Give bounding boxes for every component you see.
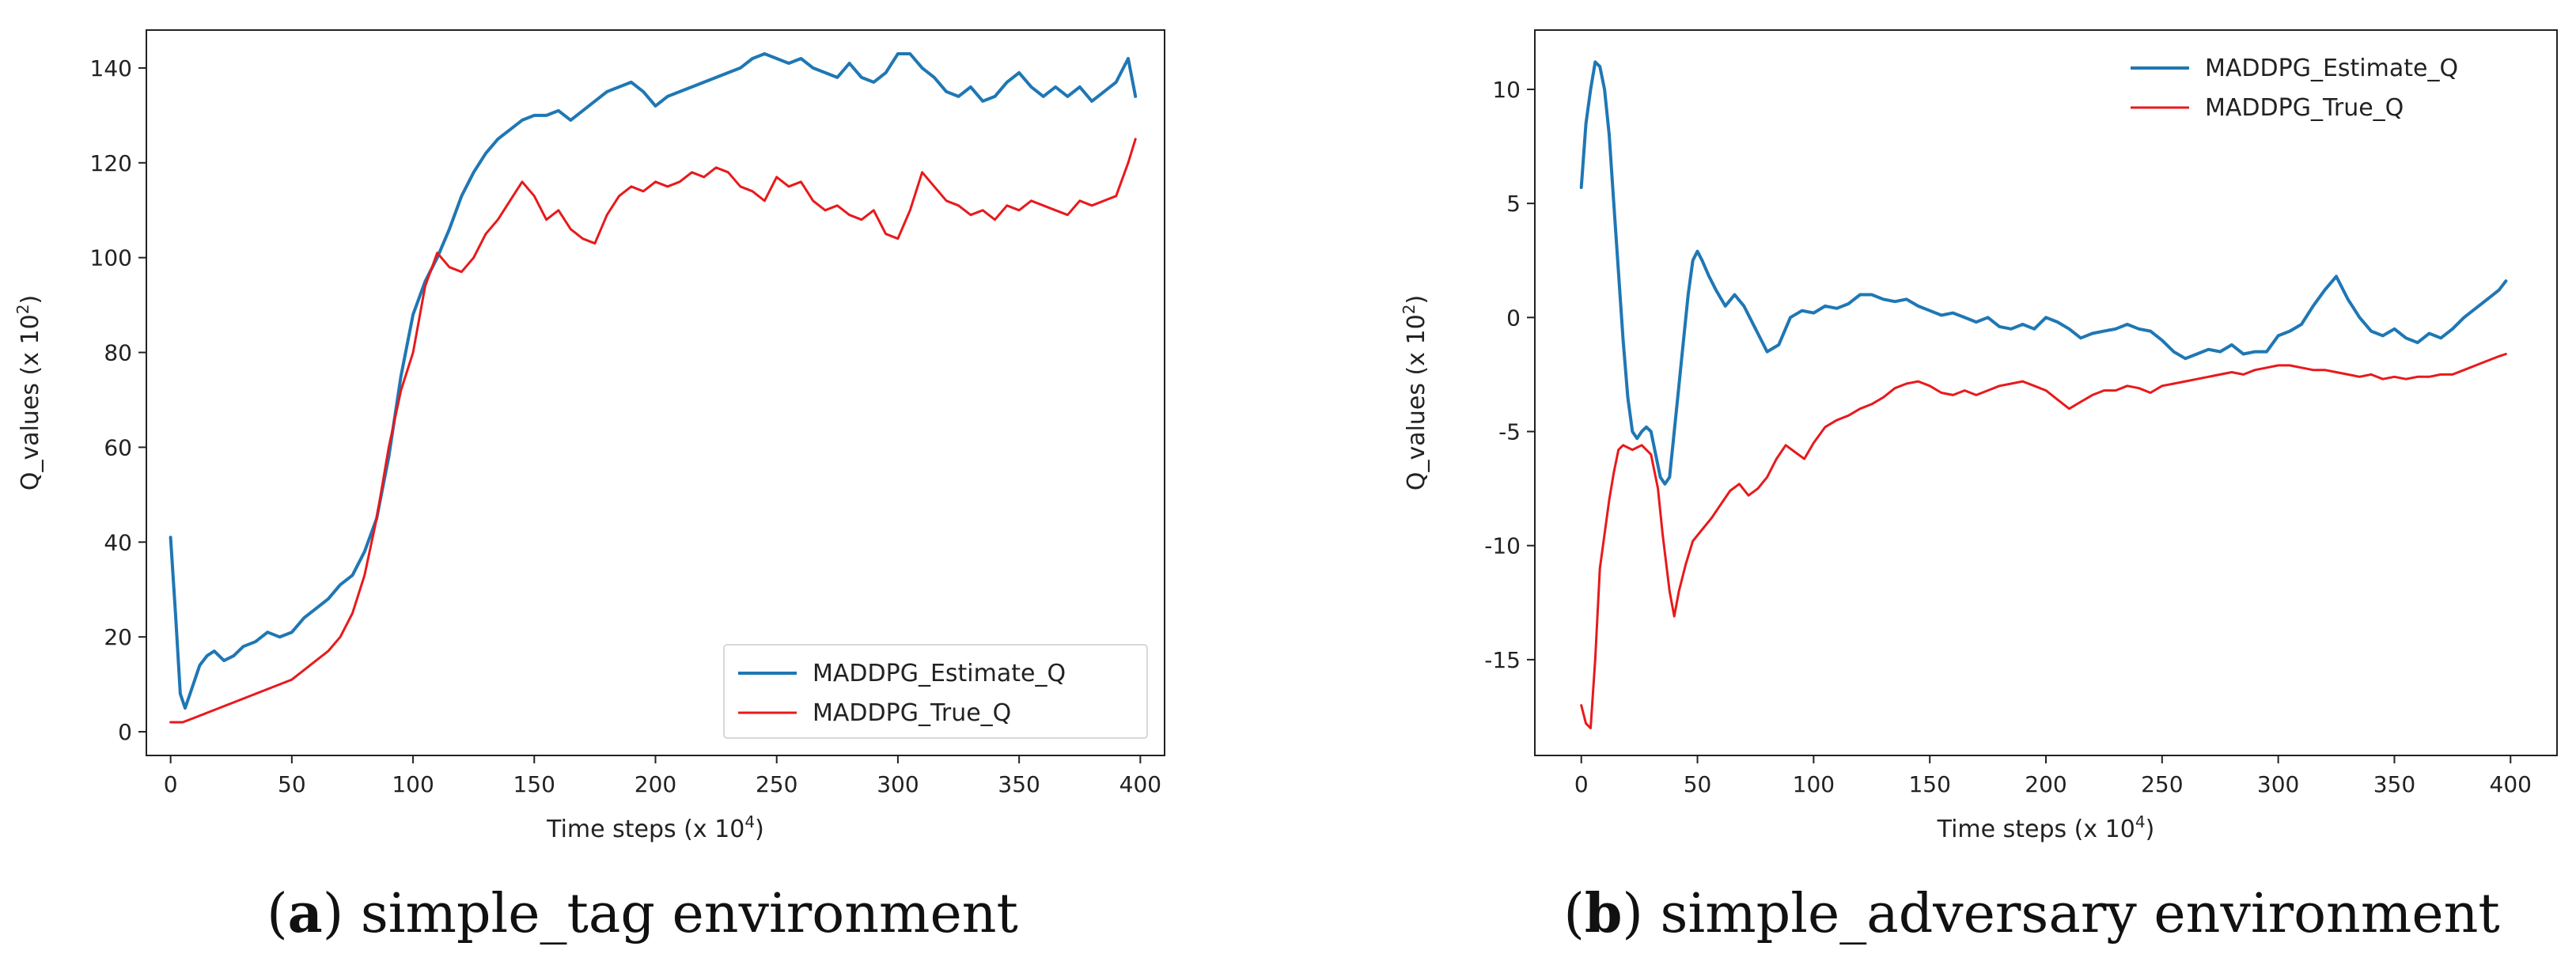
y-tick-label: 10 [1492, 77, 1521, 103]
x-tick-label: 250 [756, 771, 797, 797]
y-tick-label: 0 [118, 719, 132, 745]
series-line-estimate [169, 52, 1138, 710]
y-tick-label: 40 [104, 529, 132, 555]
series-line-estimate [1579, 60, 2508, 486]
legend-label-true-q: MADDPG_True_Q [813, 699, 1011, 727]
x-tick-label: 350 [998, 771, 1040, 797]
y-tick-label: -10 [1484, 533, 1521, 559]
x-tick-label: 350 [2373, 771, 2415, 797]
x-tick-label: 250 [2141, 771, 2183, 797]
chart-panel-a: 0 50 100 150 200 250 300 350 400 0 20 40 60 80 100 120 1… [13, 29, 1165, 945]
ticks-group: 0 50 100 150 200 250 300 350 400 0 20 40 60 80 100 120 1… [90, 55, 1162, 797]
series-group [169, 52, 1138, 724]
legend-box [2116, 40, 2540, 133]
legend-label-estimate: MADDPG_Estimate_Q [813, 660, 1066, 687]
legend: MADDPG_Estimate_Q MADDPG_True_Q [2116, 40, 2540, 133]
x-tick-label: 0 [164, 771, 178, 797]
y-tick-label: -5 [1498, 419, 1521, 445]
legend: MADDPG_Estimate_Q MADDPG_True_Q [723, 644, 1148, 739]
legend-box [723, 644, 1148, 739]
y-tick-label: 100 [90, 245, 132, 271]
x-tick-label: 300 [877, 771, 919, 797]
y-axis-label: Q_values (x 102) [13, 295, 44, 490]
x-tick-label: 400 [1119, 771, 1161, 797]
ticks-group: 0 50 100 150 200 250 300 350 400 -15 -10 -5 0 5 10 [1484, 77, 2532, 797]
y-tick-label: 5 [1506, 191, 1521, 217]
x-tick-label: 150 [1908, 771, 1950, 797]
x-tick-label: 0 [1574, 771, 1589, 797]
x-tick-label: 100 [392, 771, 434, 797]
x-tick-label: 150 [513, 771, 555, 797]
caption-a: (a) simple_tag environment [267, 882, 1018, 945]
caption-b: (b) simple_adversary environment [1563, 882, 2499, 945]
x-axis-label: Time steps (x 104) [546, 812, 764, 843]
x-tick-label: 200 [2025, 771, 2066, 797]
y-tick-label: 120 [90, 150, 132, 176]
x-tick-label: 300 [2257, 771, 2299, 797]
plot-frame [146, 29, 1165, 756]
x-axis-label: Time steps (x 104) [1937, 812, 2155, 843]
y-axis-label: Q_values (x 102) [1400, 295, 1430, 490]
y-tick-label: 140 [90, 55, 132, 81]
y-tick-label: 0 [1506, 305, 1521, 331]
y-tick-label: -15 [1484, 647, 1521, 673]
x-tick-label: 50 [1684, 771, 1712, 797]
series-line-true-q [1580, 353, 2507, 729]
legend-label-true-q: MADDPG_True_Q [2205, 94, 2404, 122]
x-tick-label: 50 [278, 771, 306, 797]
y-tick-label: 80 [104, 340, 132, 366]
series-line-true-q [169, 138, 1137, 724]
x-tick-label: 400 [2490, 771, 2532, 797]
x-tick-label: 100 [1793, 771, 1835, 797]
x-tick-label: 200 [635, 771, 676, 797]
plot-frame [1534, 29, 2558, 756]
legend-label-estimate: MADDPG_Estimate_Q [2205, 55, 2458, 82]
y-tick-label: 60 [104, 434, 132, 460]
y-tick-label: 20 [104, 624, 132, 650]
chart-panel-b: 0 50 100 150 200 250 300 350 400 -15 -10 -5 0 5 10 Tim… [1400, 29, 2558, 945]
series-group [1579, 60, 2508, 729]
